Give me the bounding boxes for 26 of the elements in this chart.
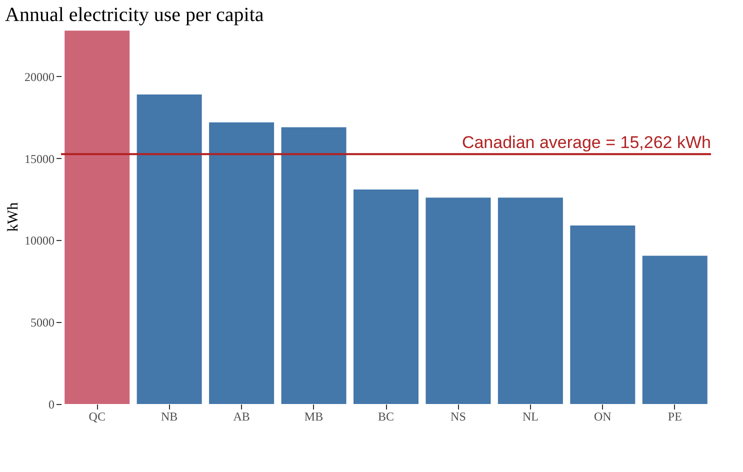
bar <box>64 30 130 404</box>
bar <box>209 122 274 404</box>
y-axis-title: kWh <box>6 202 22 232</box>
y-tick-label: 0 <box>48 398 54 412</box>
bar <box>281 127 346 404</box>
bar <box>498 198 563 404</box>
bar <box>354 189 418 404</box>
x-tick-label: NB <box>160 410 178 424</box>
y-tick-label: 10000 <box>24 234 54 248</box>
chart-title: Annual electricity use per capita <box>5 4 264 26</box>
x-tick-label: PE <box>668 410 682 424</box>
x-tick-label: NS <box>450 410 466 424</box>
ref-line-label: Canadian average = 15,262 kWh <box>462 133 711 152</box>
bar <box>570 226 636 404</box>
x-tick-label: BC <box>378 410 394 424</box>
bar <box>642 256 708 404</box>
x-tick-label: ON <box>594 410 612 424</box>
y-tick-label: 20000 <box>24 70 54 84</box>
bar <box>136 94 202 404</box>
x-tick-label: MB <box>304 410 324 424</box>
x-tick-label: AB <box>233 410 250 424</box>
y-tick-label: 5000 <box>30 316 54 330</box>
x-tick-label: NL <box>522 410 538 424</box>
y-tick-label: 15000 <box>24 152 54 166</box>
bar <box>426 198 491 404</box>
x-tick-label: QC <box>88 410 106 424</box>
